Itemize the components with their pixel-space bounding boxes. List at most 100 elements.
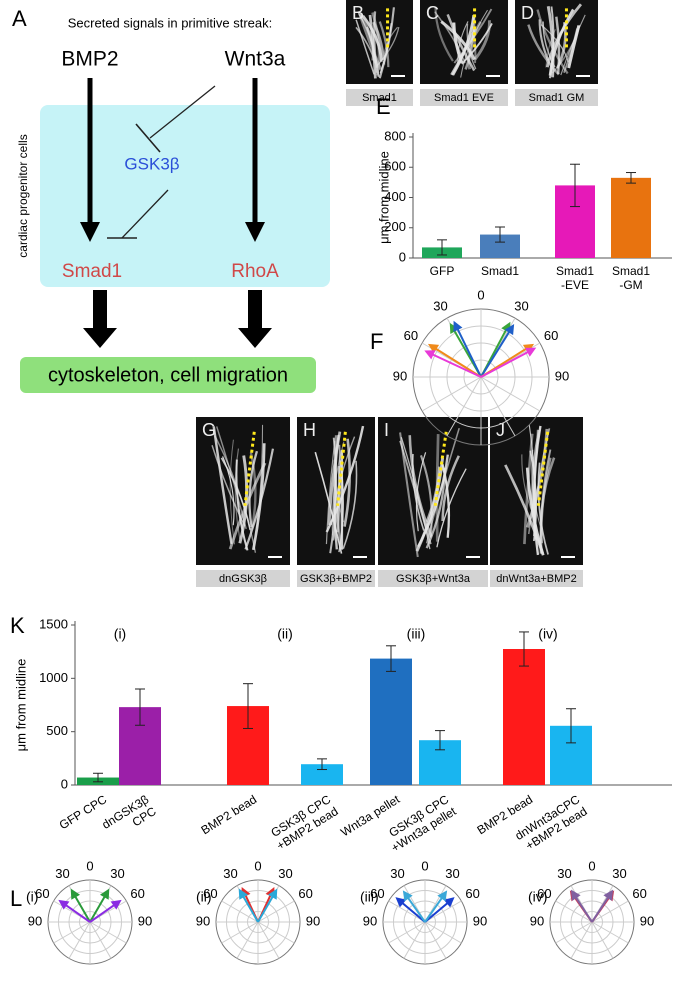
- direction-arrow: [240, 893, 259, 923]
- caption: dnGSK3β: [219, 573, 267, 585]
- outcome-box: [20, 357, 316, 393]
- y-tick-label: 500: [46, 723, 68, 738]
- y-tick-label: 200: [384, 219, 406, 234]
- angle-label: 30: [390, 866, 404, 881]
- cell-trace: [434, 7, 454, 62]
- angle-label: 60: [203, 886, 217, 901]
- inhibition-bar: [135, 123, 161, 153]
- angle-label: 30: [110, 866, 124, 881]
- cell-trace: [434, 11, 466, 64]
- polar-spoke: [221, 921, 259, 944]
- cell-trace: [212, 426, 233, 545]
- angle-label: 90: [473, 913, 487, 928]
- angle-label: 60: [465, 886, 479, 901]
- cell-trace: [461, 23, 493, 65]
- panel-label: C: [426, 3, 439, 23]
- angle-label: 60: [537, 886, 551, 901]
- caption-box: [378, 570, 488, 587]
- angle-label: 30: [445, 866, 459, 881]
- panel-label: F: [370, 329, 383, 354]
- arrow-head: [110, 899, 122, 910]
- polar-spoke: [480, 376, 541, 412]
- arrow-head: [99, 888, 110, 900]
- cell-trace: [343, 438, 351, 527]
- angle-label: 90: [28, 913, 42, 928]
- x-tick-label: GFP CPC: [57, 792, 110, 832]
- cell-trace: [538, 19, 550, 61]
- angle-label: 90: [196, 913, 210, 928]
- polar-spoke: [591, 921, 614, 959]
- cell-trace: [378, 7, 395, 79]
- cell-trace: [334, 435, 342, 550]
- midline: [536, 431, 550, 506]
- caption: GSK3β+BMP2: [300, 573, 372, 585]
- angle-label: 0: [86, 858, 93, 873]
- polar-spoke: [591, 921, 629, 944]
- micrograph: [196, 417, 290, 565]
- angle-label: 0: [254, 858, 261, 873]
- cell-trace: [473, 20, 491, 61]
- midline: [433, 431, 448, 507]
- arrow-head: [437, 890, 448, 902]
- angle-label: 30: [514, 298, 528, 313]
- cell-trace: [441, 463, 451, 538]
- cell-trace: [251, 443, 266, 551]
- polar-spoke: [221, 900, 259, 923]
- caption-box: [420, 89, 508, 106]
- panel-label: D: [521, 3, 534, 23]
- x-tick-label: GFP: [430, 264, 455, 278]
- angle-label: 60: [130, 886, 144, 901]
- x-tick-label: BMP2 bead: [199, 792, 260, 837]
- bar: [370, 658, 412, 785]
- panel-tag: (ii): [196, 889, 212, 905]
- cell-trace: [419, 454, 433, 538]
- caption: Smad1 GM: [529, 92, 585, 104]
- polar-spoke: [68, 921, 91, 959]
- angle-label: 0: [588, 858, 595, 873]
- arrow-head: [267, 888, 278, 900]
- angle-label: 60: [632, 886, 646, 901]
- big-arrow: [83, 290, 117, 348]
- effector: RhoA: [231, 261, 279, 282]
- cell-trace: [441, 455, 460, 521]
- heading: Secreted signals in primitive streak:: [68, 15, 272, 30]
- effector: Smad1: [62, 261, 122, 282]
- caption-box: [515, 89, 598, 106]
- angle-label: 90: [640, 913, 654, 928]
- polar-spoke: [388, 900, 426, 923]
- cell-trace: [314, 451, 343, 554]
- panel-label: I: [384, 420, 389, 440]
- panel-label: G: [202, 420, 216, 440]
- cell-trace: [235, 459, 249, 551]
- cell-trace: [333, 434, 340, 550]
- angle-label: 90: [138, 913, 152, 928]
- arrow-head: [453, 320, 463, 332]
- bar: [503, 649, 545, 785]
- direction-arrow: [405, 894, 426, 923]
- caption-box: [346, 89, 413, 106]
- panel-label: A: [12, 6, 27, 31]
- direction-arrow: [424, 894, 445, 923]
- arrow-head: [443, 897, 455, 908]
- group-label: (ii): [277, 626, 293, 642]
- cell-trace: [361, 14, 383, 62]
- polar-spoke: [257, 900, 295, 923]
- cell-trace: [378, 21, 390, 68]
- direction-arrow: [480, 349, 532, 378]
- caption-box: [490, 570, 583, 587]
- x-tick-label: GSK3β CPC+BMP2 bead: [267, 792, 341, 853]
- arrow-head: [424, 350, 436, 360]
- polar-spoke: [388, 921, 426, 944]
- angle-label: 60: [370, 886, 384, 901]
- cell-trace: [358, 13, 375, 61]
- direction-arrow: [591, 894, 611, 923]
- x-tick-label: Smad1: [481, 264, 519, 278]
- caption-box: [297, 570, 375, 587]
- cell-trace: [436, 468, 467, 548]
- cell-trace: [536, 9, 569, 75]
- cell-trace: [400, 436, 431, 550]
- cell-trace: [527, 24, 560, 76]
- cell-trace: [555, 16, 561, 75]
- inhibition-line: [121, 189, 169, 239]
